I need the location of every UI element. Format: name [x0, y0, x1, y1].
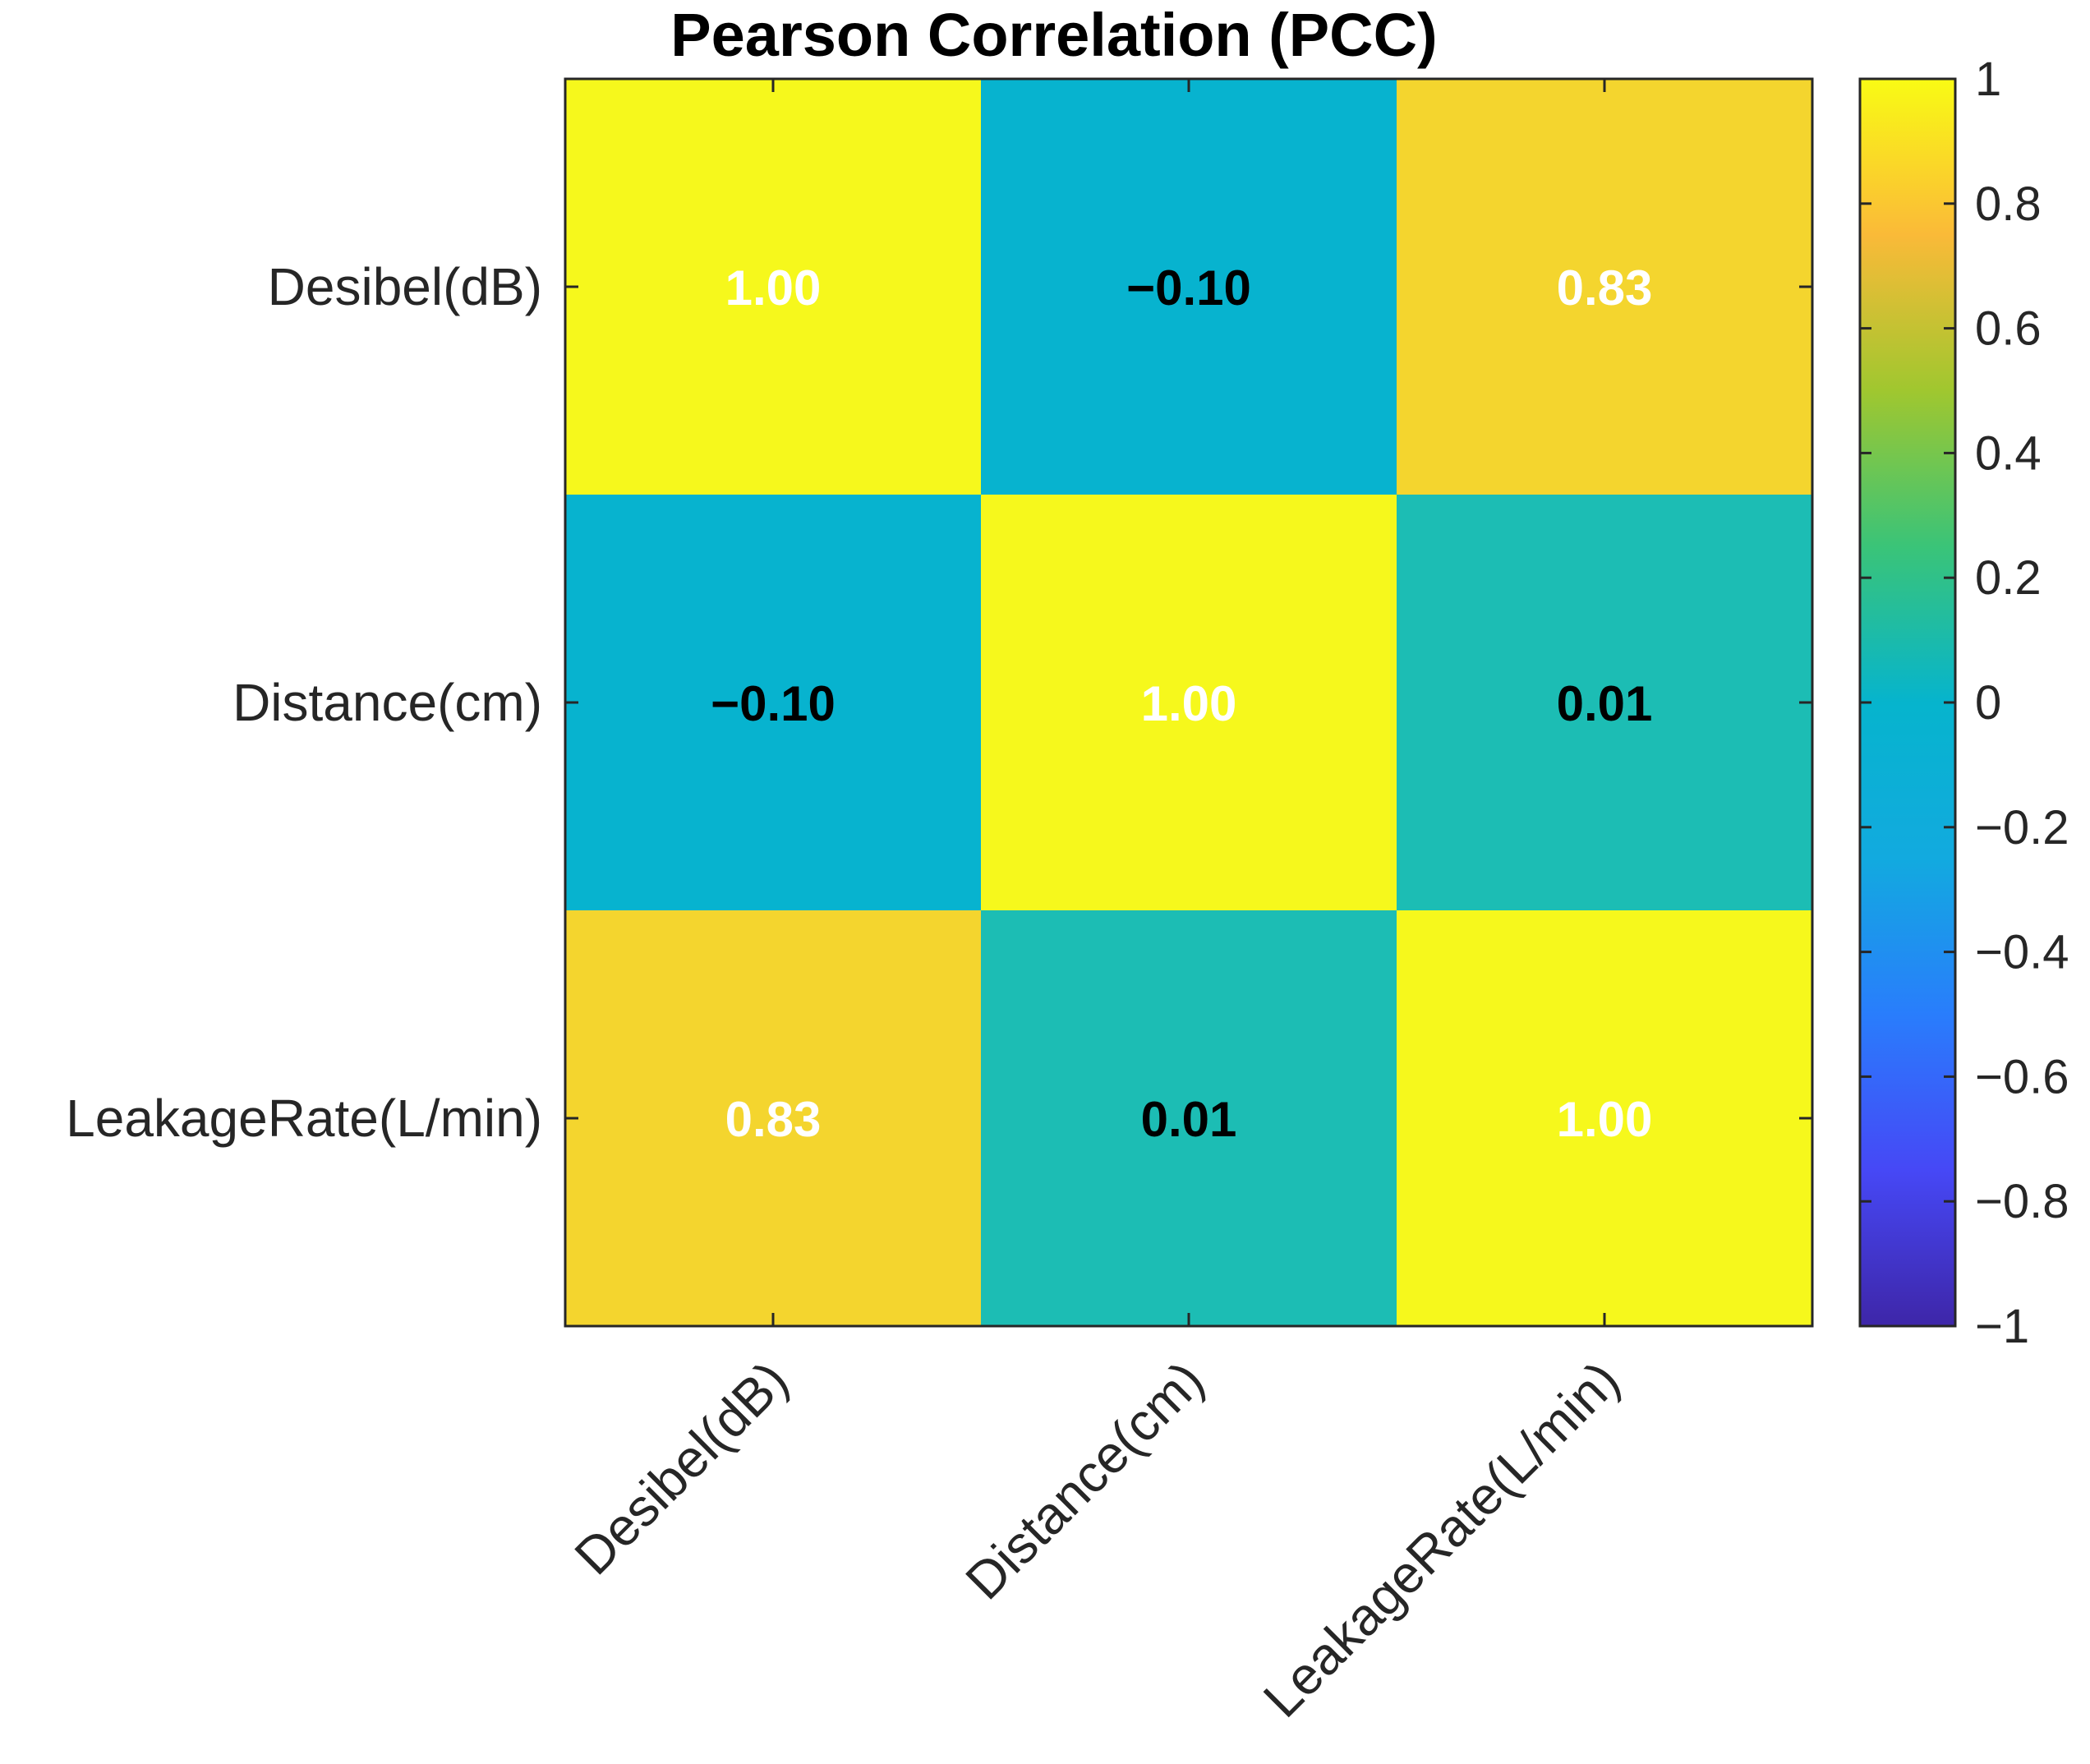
colorbar-tick-label: −0.6 — [1975, 1050, 2069, 1103]
cell-value-label: 1.00 — [1141, 676, 1237, 731]
x-tick-label: LeakageRate(L/min) — [1252, 1350, 1631, 1729]
heatmap-cell — [981, 910, 1397, 1327]
cell-value-label: 0.83 — [725, 1092, 822, 1147]
y-axis-tick-labels: Desibel(dB) Distance(cm) LeakageRate(L/min… — [66, 257, 542, 1148]
colorbar-tick-label: 0.6 — [1975, 302, 2042, 356]
colorbar-tick-label: −0.2 — [1975, 801, 2069, 854]
colorbar-tick-label: −0.4 — [1975, 926, 2069, 979]
cell-value-label: 0.01 — [1141, 1092, 1237, 1147]
heatmap-cell — [981, 79, 1397, 495]
colorbar-tick-label: −0.8 — [1975, 1175, 2069, 1228]
cell-value-label: 0.83 — [1557, 260, 1653, 315]
heatmap-cell — [565, 495, 982, 911]
colorbar-tick-label: −1 — [1975, 1300, 2029, 1353]
colorbar-gradient — [1858, 77, 1957, 1328]
heatmap-cell-labels: 1.00 −0.10 0.83 −0.10 1.00 0.01 0.83 0.01 1.00 — [711, 260, 1652, 1147]
heatmap-cell — [565, 910, 982, 1327]
heatmap-cell — [981, 495, 1397, 911]
x-tick-label: Distance(cm) — [954, 1350, 1214, 1610]
heatmap-cell — [1397, 495, 1813, 911]
colorbar: 1 0.8 0.6 0.4 0.2 0 −0.2 −0.4 −0.6 −0.8 −1 — [1858, 53, 2069, 1353]
cell-value-label: 1.00 — [725, 260, 822, 315]
heatmap-cell — [1397, 910, 1813, 1327]
heatmap-axes — [564, 77, 1814, 1328]
cell-value-label: 1.00 — [1557, 1092, 1653, 1147]
cell-value-label: −0.10 — [711, 676, 836, 731]
heatmap-cell — [565, 79, 982, 495]
x-tick-label: Desibel(dB) — [564, 1350, 799, 1586]
colorbar-tick-label: 1 — [1975, 53, 2001, 106]
colorbar-tick-label: 0 — [1975, 676, 2001, 730]
heatmap-cells — [565, 79, 1813, 1327]
cell-value-label: −0.10 — [1126, 260, 1251, 315]
y-tick-label: LeakageRate(L/min) — [66, 1089, 542, 1148]
chart-title: Pearson Correlation (PCC) — [670, 1, 1437, 69]
y-tick-label: Distance(cm) — [232, 673, 542, 732]
x-axis-tick-labels: Desibel(dB) Distance(cm) LeakageRate(L/min… — [564, 1350, 1631, 1729]
colorbar-tick-label: 0.4 — [1975, 426, 2042, 480]
heatmap-cell — [1397, 79, 1813, 495]
colorbar-tick-label: 0.2 — [1975, 551, 2042, 605]
y-tick-label: Desibel(dB) — [268, 257, 542, 316]
cell-value-label: 0.01 — [1557, 676, 1653, 731]
colorbar-tick-label: 0.8 — [1975, 177, 2042, 231]
